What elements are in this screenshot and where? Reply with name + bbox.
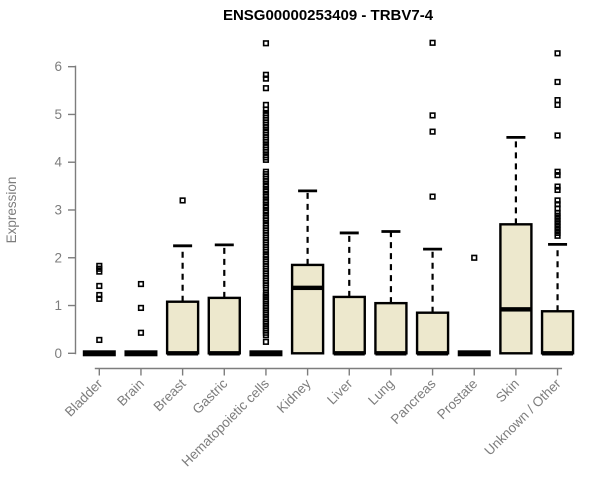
- outlier-point-hematopoietic-cells: [262, 338, 270, 345]
- collapsed-box-brain: [124, 350, 158, 357]
- outlier-point-bladder: [96, 336, 103, 344]
- y-tick-label: 0: [54, 346, 62, 361]
- box-lung: [374, 301, 408, 355]
- x-category-label-liver: Liver: [324, 376, 356, 408]
- median-pancreas: [417, 351, 449, 356]
- median-breast: [167, 351, 199, 356]
- outlier-point-unknown-other: [554, 186, 561, 194]
- outlier-point-unknown-other: [554, 232, 561, 239]
- box-skin: [499, 223, 533, 355]
- collapsed-box-prostate: [457, 350, 491, 357]
- outlier-point-hematopoietic-cells: [262, 106, 270, 113]
- box-breast: [165, 300, 200, 355]
- x-category-label-gastric: Gastric: [190, 376, 231, 417]
- collapsed-box-bladder: [82, 350, 116, 357]
- box-gastric: [207, 296, 241, 355]
- median-unknown-other: [542, 351, 574, 356]
- x-category-label-lung: Lung: [365, 376, 397, 408]
- chart-title: ENSG00000253409 - TRBV7-4: [223, 7, 434, 24]
- outlier-point-brain: [137, 329, 145, 336]
- median-skin: [500, 307, 532, 312]
- collapsed-box-hematopoietic-cells: [249, 350, 283, 357]
- y-tick-label: 2: [54, 250, 62, 265]
- outlier-point-hematopoietic-cells: [262, 168, 270, 175]
- outlier-point-breast: [179, 197, 186, 204]
- outlier-point-bladder: [96, 268, 103, 275]
- x-category-label-skin: Skin: [493, 376, 522, 405]
- median-gastric: [208, 351, 240, 356]
- x-category-label-brain: Brain: [114, 376, 147, 409]
- x-category-label-unknown-other: Unknown / Other: [481, 376, 564, 459]
- x-category-label-breast: Breast: [151, 376, 189, 414]
- outlier-point-brain: [137, 280, 145, 288]
- x-category-label-pancreas: Pancreas: [388, 376, 439, 427]
- outlier-point-unknown-other: [554, 172, 561, 179]
- outlier-point-pancreas: [429, 112, 436, 119]
- outlier-point-hematopoietic-cells: [262, 101, 270, 108]
- outlier-point-unknown-other: [554, 101, 561, 108]
- outlier-point-unknown-other: [554, 168, 561, 175]
- outlier-point-hematopoietic-cells: [262, 85, 270, 92]
- outlier-point-unknown-other: [554, 50, 561, 57]
- y-axis-label: Expression: [4, 177, 19, 244]
- y-tick-label: 4: [54, 155, 62, 170]
- outlier-point-pancreas: [429, 128, 436, 135]
- x-category-label-kidney: Kidney: [274, 376, 314, 416]
- y-tick-label: 6: [54, 59, 62, 74]
- y-tick-label: 3: [54, 202, 62, 217]
- median-liver: [333, 351, 365, 356]
- outlier-point-pancreas: [429, 39, 436, 46]
- outlier-point-brain: [137, 304, 145, 312]
- outlier-point-hematopoietic-cells: [262, 71, 270, 78]
- outlier-point-hematopoietic-cells: [262, 109, 270, 117]
- y-tick-label: 1: [54, 298, 62, 313]
- outlier-point-bladder: [96, 282, 103, 290]
- outlier-point-unknown-other: [554, 78, 561, 86]
- y-tick-label: 5: [54, 107, 62, 122]
- median-kidney: [292, 285, 324, 291]
- x-category-label-bladder: Bladder: [62, 376, 106, 420]
- outlier-point-prostate: [471, 254, 478, 261]
- median-lung: [375, 351, 407, 356]
- outlier-point-hematopoietic-cells: [262, 40, 270, 47]
- outlier-point-unknown-other: [554, 132, 561, 139]
- box-unknown-other: [540, 310, 575, 355]
- outlier-point-bladder: [96, 295, 103, 302]
- outlier-point-unknown-other: [554, 183, 561, 190]
- outlier-point-unknown-other: [554, 97, 561, 104]
- box-liver: [332, 295, 366, 355]
- box-pancreas: [415, 311, 450, 355]
- x-category-label-prostate: Prostate: [434, 376, 480, 422]
- outlier-point-pancreas: [429, 193, 436, 200]
- box-kidney: [290, 263, 325, 355]
